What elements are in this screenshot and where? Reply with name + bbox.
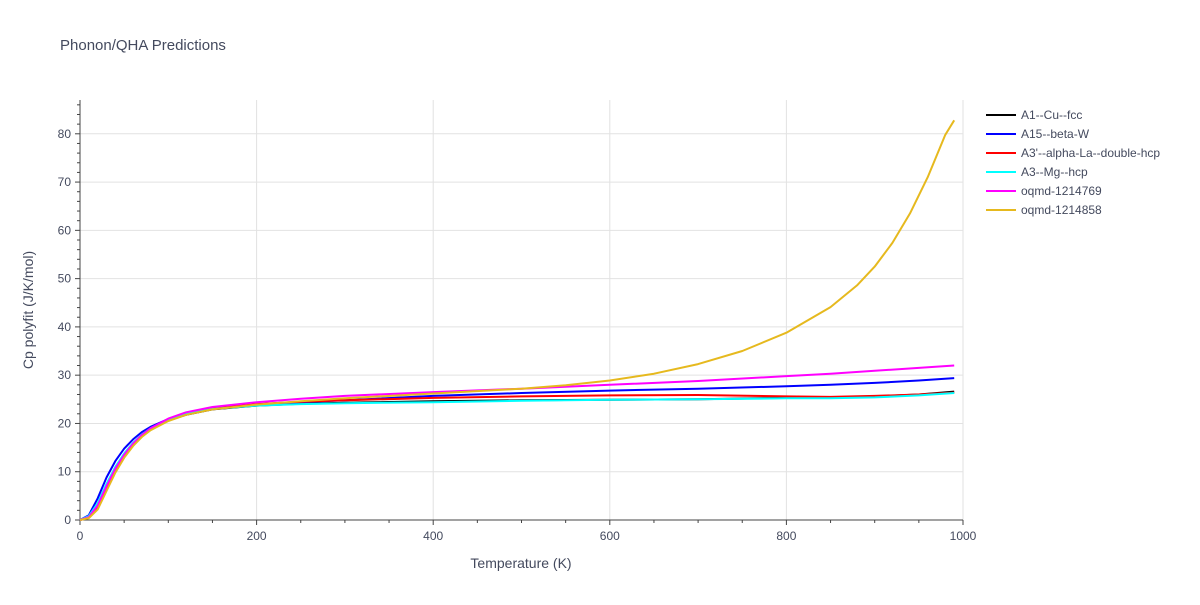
y-tick-label: 10 xyxy=(58,465,72,479)
legend-item-1[interactable]: A1--Cu--fcc xyxy=(986,108,1082,122)
x-axis-title: Temperature (K) xyxy=(470,555,571,571)
y-tick-label: 40 xyxy=(58,320,72,334)
legend-item-6[interactable]: oqmd-1214858 xyxy=(986,203,1102,217)
y-tick-label: 50 xyxy=(58,272,72,286)
chart-title: Phonon/QHA Predictions xyxy=(60,37,226,54)
y-tick-label: 60 xyxy=(58,223,72,237)
x-tick-label: 1000 xyxy=(950,529,977,543)
series-line-1[interactable] xyxy=(79,390,955,521)
x-tick-label: 800 xyxy=(776,529,796,543)
series-line-5[interactable] xyxy=(79,364,955,521)
legend-item-4[interactable]: A3--Mg--hcp xyxy=(986,165,1088,179)
legend[interactable]: A1--Cu--fcc A15--beta-W A3'--alpha-La--dou… xyxy=(986,108,1160,217)
x-tick-label: 600 xyxy=(600,529,620,543)
x-tick-label: 400 xyxy=(423,529,443,543)
legend-label: oqmd-1214858 xyxy=(1021,203,1102,217)
legend-item-2[interactable]: A15--beta-W xyxy=(986,127,1090,141)
y-tick-label: 0 xyxy=(64,513,71,527)
series-line-3[interactable] xyxy=(79,391,955,521)
y-tick-label: 20 xyxy=(58,416,72,430)
legend-item-5[interactable]: oqmd-1214769 xyxy=(986,184,1102,198)
axes: 0 200 400 600 800 1000 0 10 20 30 40 50 60 70 80 xyxy=(58,100,977,543)
legend-label: A1--Cu--fcc xyxy=(1021,108,1082,122)
y-tick-label: 30 xyxy=(58,368,72,382)
x-tick-label: 0 xyxy=(77,529,84,543)
legend-label: A15--beta-W xyxy=(1021,127,1090,141)
y-tick-label: 80 xyxy=(58,127,72,141)
legend-item-3[interactable]: A3'--alpha-La--double-hcp xyxy=(986,146,1160,160)
y-tick-label: 70 xyxy=(58,175,72,189)
grid xyxy=(80,100,964,520)
series-line-6[interactable] xyxy=(79,119,956,521)
x-tick-label: 200 xyxy=(247,529,267,543)
legend-label: A3'--alpha-La--double-hcp xyxy=(1021,146,1160,160)
series-line-4[interactable] xyxy=(79,392,955,521)
legend-label: oqmd-1214769 xyxy=(1021,184,1102,198)
plot-area xyxy=(79,119,956,521)
legend-label: A3--Mg--hcp xyxy=(1021,165,1088,179)
y-axis-title: Cp polyfit (J/K/mol) xyxy=(20,251,36,369)
